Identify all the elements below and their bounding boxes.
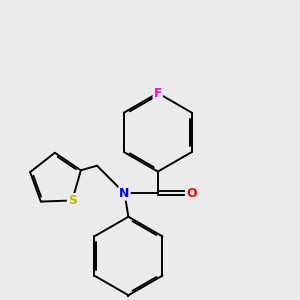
Text: F: F (154, 87, 162, 100)
Text: S: S (68, 194, 77, 207)
Text: N: N (119, 187, 130, 200)
Text: O: O (186, 187, 196, 200)
